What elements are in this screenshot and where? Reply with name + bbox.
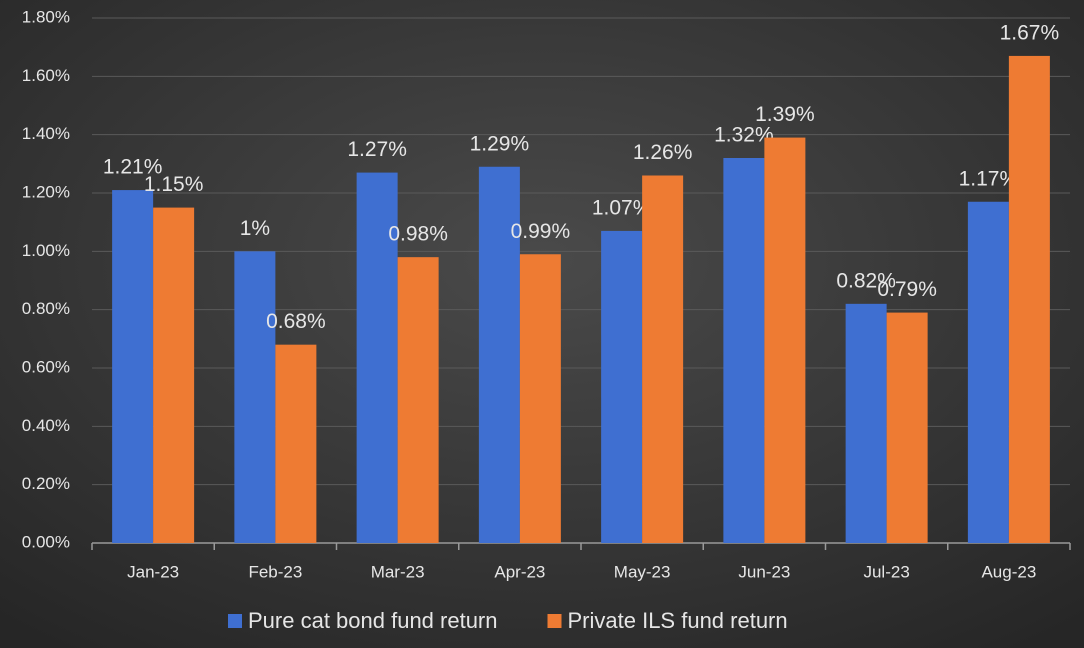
y-tick-label: 1.60% (22, 66, 70, 85)
bar (601, 230, 643, 543)
bar (234, 251, 276, 544)
bar (153, 207, 195, 544)
y-tick-label: 0.00% (22, 532, 70, 551)
bar (519, 254, 561, 543)
value-label: 1.17% (959, 167, 1019, 190)
value-label: 1% (240, 217, 270, 240)
y-tick-label: 1.20% (22, 182, 70, 201)
value-label: 1.32% (714, 124, 774, 147)
x-tick-label: May-23 (614, 562, 671, 581)
value-label: 1.07% (592, 196, 652, 219)
y-tick-label: 0.20% (22, 474, 70, 493)
legend-swatch (547, 614, 562, 628)
legend-swatch (228, 614, 242, 628)
value-label: 1.27% (347, 138, 407, 161)
x-tick-label: Mar-23 (371, 562, 425, 581)
x-tick-label: Apr-23 (494, 562, 545, 581)
value-label: 0.99% (511, 220, 571, 243)
value-label: 0.98% (388, 223, 448, 246)
bar (356, 172, 398, 544)
bar (642, 175, 684, 543)
bar (845, 303, 887, 543)
bar (723, 158, 765, 543)
value-label: 1.15% (144, 173, 204, 196)
bar (1008, 55, 1050, 544)
value-label: 1.29% (470, 132, 530, 155)
x-tick-label: Feb-23 (248, 562, 302, 581)
y-tick-label: 0.40% (22, 416, 70, 435)
bar (764, 137, 806, 544)
value-label: 1.67% (1000, 21, 1060, 44)
value-label: 0.82% (836, 269, 896, 292)
legend-label: Pure cat bond fund return (248, 608, 498, 633)
value-label: 1.21% (103, 156, 163, 179)
bar (275, 344, 317, 543)
bar (886, 312, 928, 543)
bar (112, 190, 154, 544)
y-tick-label: 0.60% (22, 357, 70, 376)
value-label: 0.68% (266, 310, 326, 333)
x-tick-label: Jul-23 (863, 562, 909, 581)
bar (478, 166, 520, 543)
y-tick-label: 0.80% (22, 299, 70, 318)
x-tick-label: Jan-23 (127, 562, 179, 581)
legend-label: Private ILS fund return (568, 608, 788, 633)
y-tick-label: 1.00% (22, 241, 70, 260)
y-tick-label: 1.40% (22, 124, 70, 143)
bar (967, 201, 1009, 543)
y-tick-label: 1.80% (22, 7, 70, 26)
bar (397, 257, 439, 543)
value-label: 0.79% (877, 278, 937, 301)
x-tick-label: Aug-23 (981, 562, 1036, 581)
value-label: 1.26% (633, 141, 693, 164)
x-tick-label: Jun-23 (738, 562, 790, 581)
value-label: 1.39% (755, 103, 815, 126)
